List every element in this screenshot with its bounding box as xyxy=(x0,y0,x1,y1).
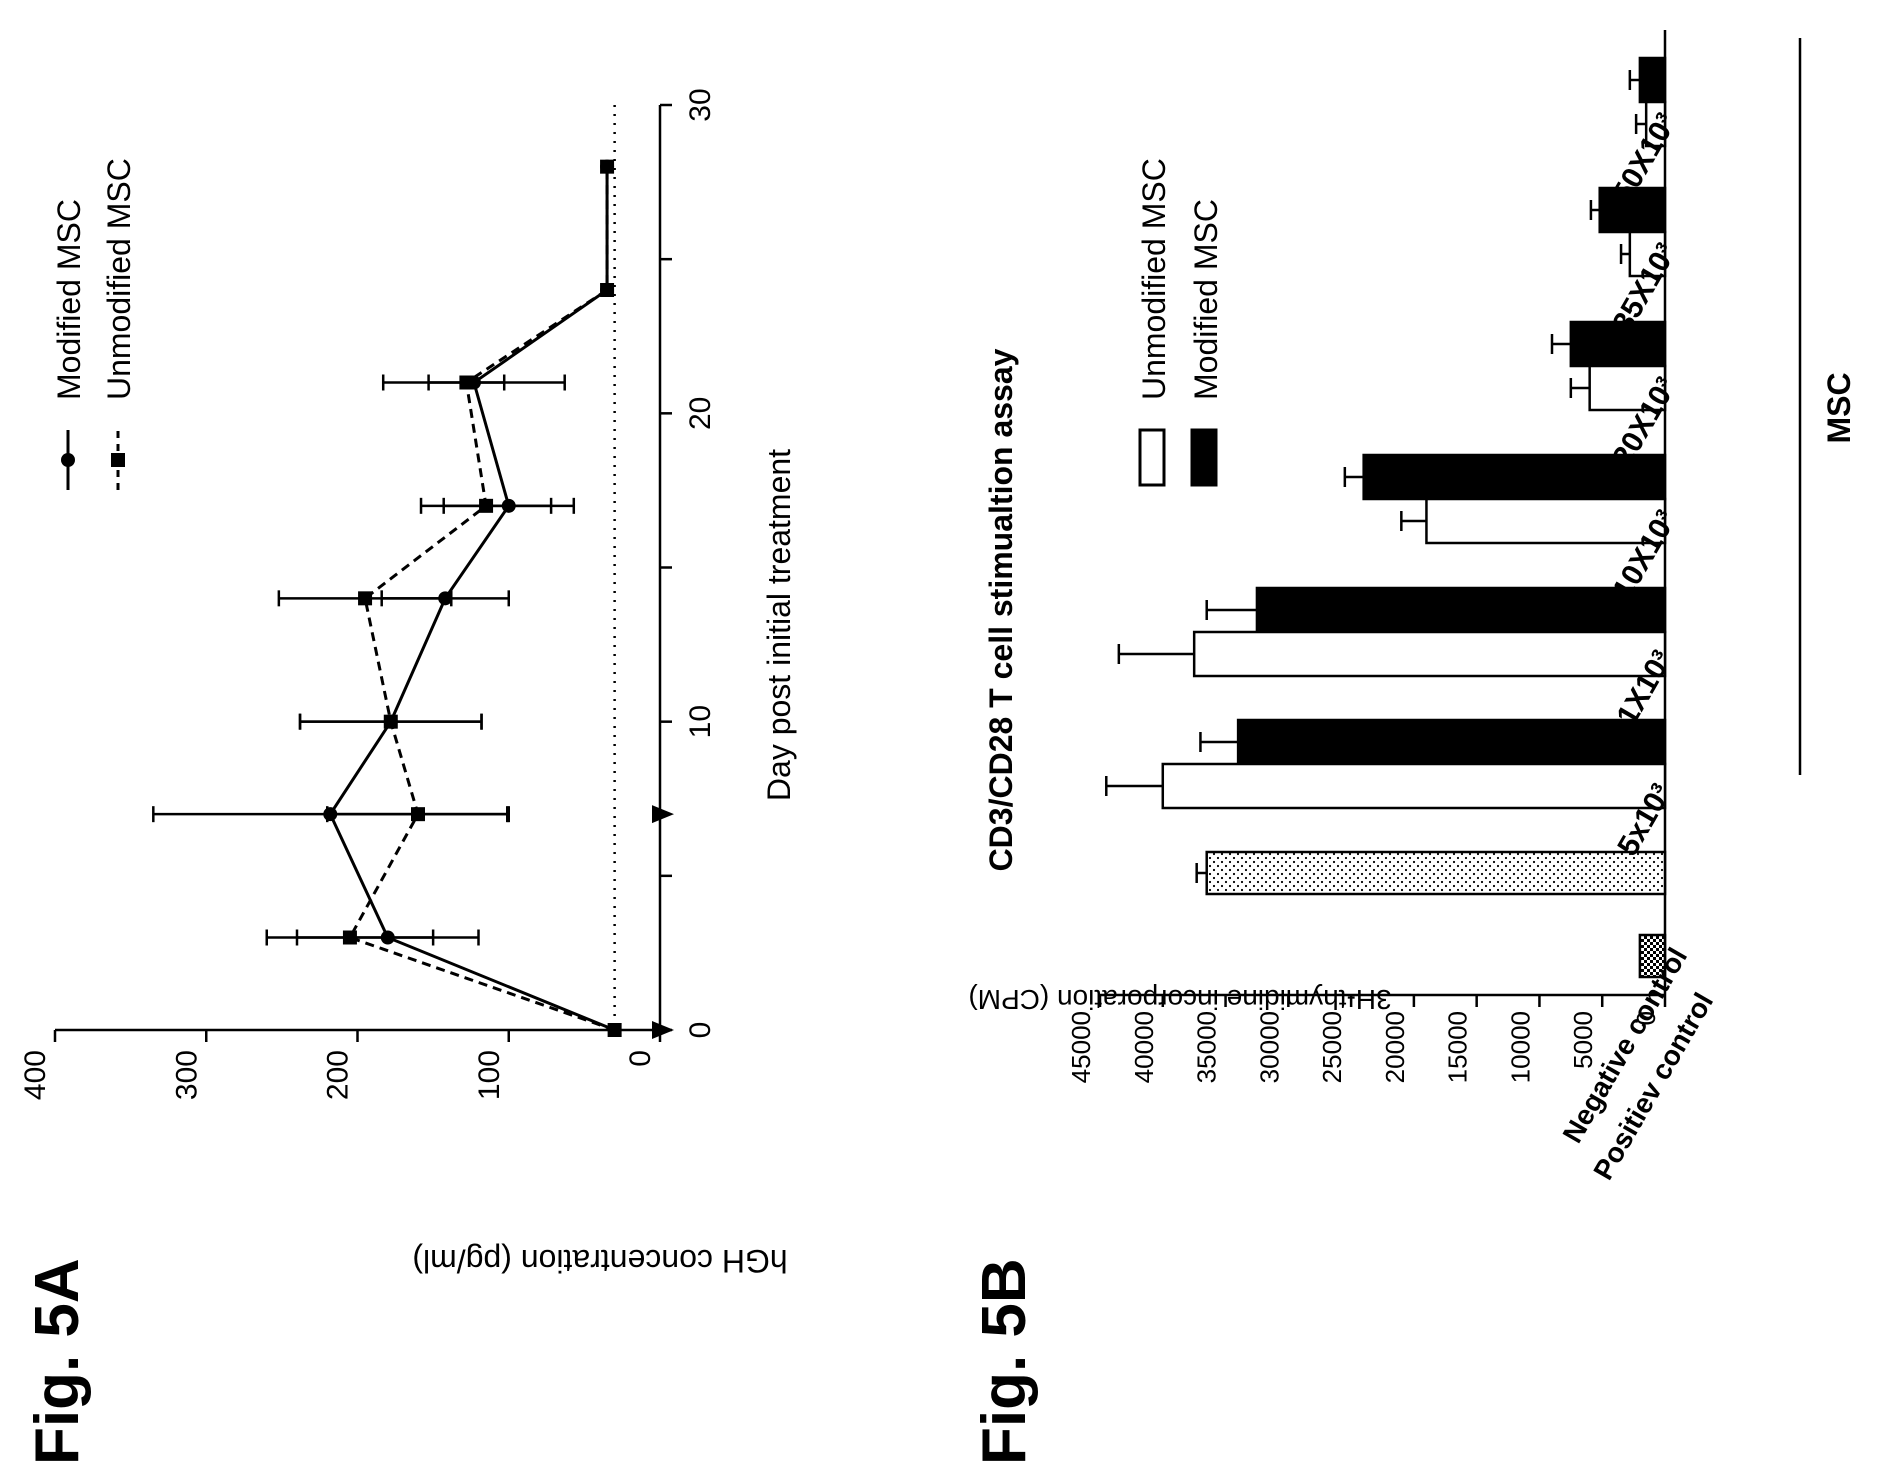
data-point xyxy=(607,1023,622,1037)
fig-5b-y-tick-label: 5000 xyxy=(1568,1011,1598,1069)
fig-5a-series xyxy=(152,159,622,1037)
data-point xyxy=(383,714,398,729)
fig-5b-y-tick-label: 20000 xyxy=(1380,1011,1410,1083)
fig-5a-treatment-arrow xyxy=(652,805,674,824)
data-point xyxy=(600,159,615,174)
bar-modified-msc xyxy=(1236,718,1667,766)
fig-5a-x-tick-label: 30 xyxy=(684,88,717,121)
fig-5a-legend: Modified MSC Unmodified MSC xyxy=(51,158,137,490)
data-point xyxy=(411,807,425,822)
legend-modified-swatch xyxy=(1190,428,1218,487)
legend-unmodified-label: Unmodified MSC xyxy=(101,158,137,400)
fig-5a-y-axis-label: hGH concentration (pg/ml) xyxy=(412,1243,787,1279)
legend-unmodified-label: Unmodified MSC xyxy=(1136,158,1172,400)
bar-modified-msc xyxy=(1255,586,1667,634)
control-bar xyxy=(1205,850,1667,896)
fig-5b-legend: Unmodified MSC Modified MSC xyxy=(1136,158,1224,487)
fig-5b-title: CD3/CD28 T cell stimualtion assay xyxy=(983,348,1019,871)
bar-modified-msc xyxy=(1638,56,1667,104)
fig-5a-treatment-arrow xyxy=(652,1021,674,1039)
fig-5a-x-tick-label: 0 xyxy=(684,1022,717,1039)
fig-5a-y-tick-label: 200 xyxy=(322,1050,355,1100)
fig-5a-x-tick-label: 10 xyxy=(684,705,717,738)
data-point xyxy=(358,591,373,606)
fig-5b-label: Fig. 5B xyxy=(970,1258,1039,1465)
fig-5b-y-tick-label: 15000 xyxy=(1443,1011,1473,1083)
legend-modified-marker xyxy=(61,453,75,467)
fig-5b-group-label: MSC xyxy=(1821,372,1857,443)
fig-5a-label: Fig. 5A xyxy=(23,1258,92,1465)
control-bar xyxy=(1638,933,1667,979)
fig-5a-axes xyxy=(55,105,662,1032)
fig-5b-y-tick-label: 40000 xyxy=(1129,1011,1159,1083)
fig-5a-y-tick-label: 100 xyxy=(473,1050,506,1100)
fig-5b-bars xyxy=(1105,56,1667,979)
fig-5a-y-tick-label: 400 xyxy=(19,1050,52,1100)
fig-5b-y-tick-label: 0 xyxy=(1631,1011,1661,1025)
data-point xyxy=(342,930,357,945)
bar-unmodified-msc xyxy=(1192,630,1667,678)
legend-unmodified-swatch xyxy=(1138,428,1166,487)
legend-unmodified-marker xyxy=(111,453,125,467)
data-point xyxy=(600,283,615,297)
fig-5b-y-axis-label: 3H-thymidine incorporation (CPM) xyxy=(968,984,1391,1015)
bar-modified-msc xyxy=(1362,453,1667,501)
fig-5a-y-tick-label: 300 xyxy=(170,1050,203,1100)
bar-unmodified-msc xyxy=(1588,364,1667,412)
fig-5a-treatment-arrows xyxy=(652,805,674,1039)
data-point xyxy=(479,498,494,513)
data-point xyxy=(459,375,474,390)
fig-5b-y-tick-label: 30000 xyxy=(1254,1011,1284,1083)
fig-5b-y-tick-label: 45000 xyxy=(1066,1011,1096,1083)
bar-modified-msc xyxy=(1598,186,1667,234)
fig-5a-x-axis-label: Day post initial treatment xyxy=(761,449,797,801)
fig-5b-y-tick-label: 25000 xyxy=(1317,1011,1347,1083)
fig-5b-bar-chart: CD3/CD28 T cell stimualtion assay 0 5000 1… xyxy=(968,30,1857,1185)
fig-5a-y-tick-label: 0 xyxy=(624,1050,657,1067)
fig-5b-y-tick-label: 10000 xyxy=(1505,1011,1535,1083)
fig-5b-y-tick-label: 35000 xyxy=(1192,1011,1222,1083)
series-unmodified-msc xyxy=(265,159,622,1037)
fig-5a-x-tick-label: 20 xyxy=(684,397,717,430)
legend-modified-label: Modified MSC xyxy=(1188,199,1224,400)
legend-modified-label: Modified MSC xyxy=(51,199,87,400)
bar-unmodified-msc xyxy=(1161,762,1667,810)
fig-5b-ticks: 0 5000 10000 15000 20000 25000 30000 35000 40000… xyxy=(1066,995,1667,1083)
bar-unmodified-msc xyxy=(1425,497,1667,545)
